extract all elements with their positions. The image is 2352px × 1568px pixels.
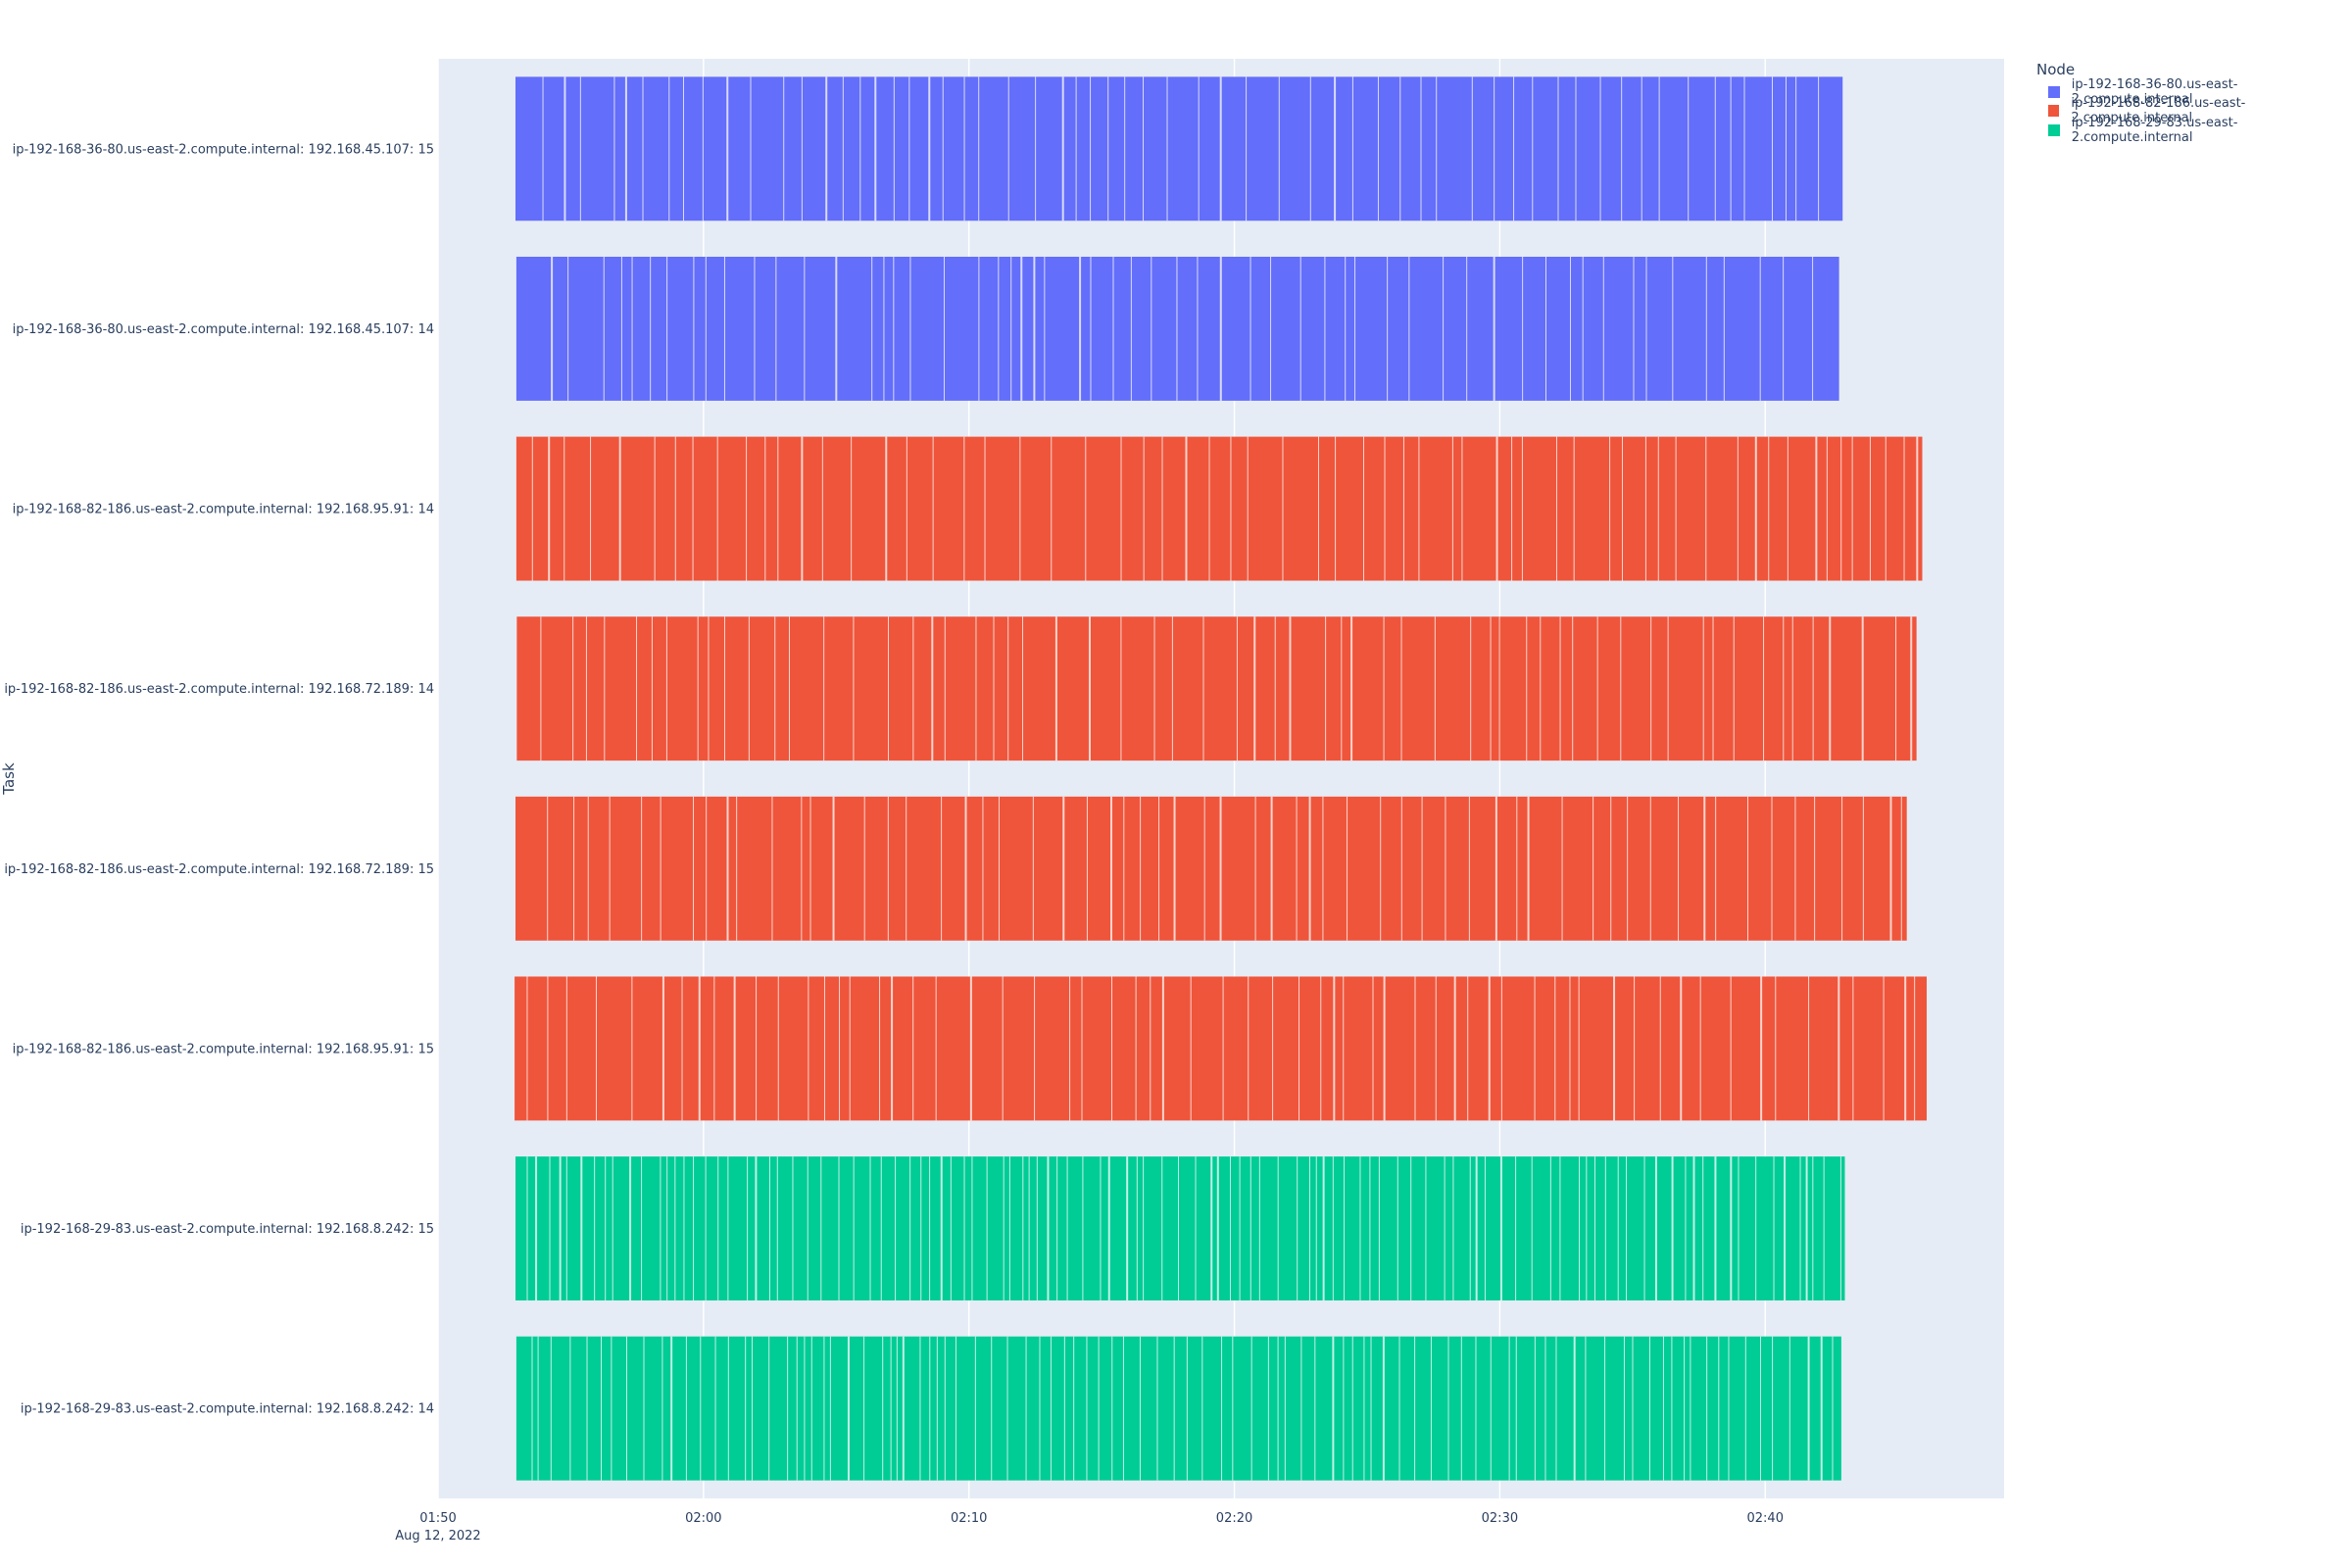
legend: Node ip-192-168-36-80.us-east-2.compute.… [2036,61,2352,145]
x-tick-labels: 01:50 Aug 12, 2022 02:00 02:10 02:20 02:30 02:… [395,1511,1784,1544]
legend-item[interactable]: ip-192-168-36-80.us-east-2.compute.inter… [2036,77,2352,107]
legend-label: ip-192-168-82-186.us-east-2.compute.inte… [2071,96,2246,126]
task-bar-fill [515,256,1839,401]
y-tick-label: ip-192-168-36-80.us-east-2.compute.inter… [13,142,434,157]
task-bar [516,616,1917,761]
legend-swatch [2048,85,2060,98]
x-tick-label: 01:50 [419,1511,456,1526]
x-tick-date-label: Aug 12, 2022 [395,1529,480,1544]
task-bar-fill [516,616,1917,761]
legend-label: ip-192-168-29-83.us-east-2.compute.inter… [2071,115,2238,145]
task-bar [514,796,1907,941]
legend-swatch [2048,123,2060,136]
task-bar-fill [514,976,1928,1121]
legend-swatch [2048,105,2060,118]
legend-item[interactable]: ip-192-168-29-83.us-east-2.compute.inter… [2036,116,2352,145]
task-bar [515,1336,1841,1481]
task-bar-fill [514,76,1843,221]
legend-label: ip-192-168-36-80.us-east-2.compute.inter… [2071,76,2238,107]
y-tick-label: ip-192-168-82-186.us-east-2.compute.inte… [13,503,434,517]
task-bar [515,436,1923,581]
task-bars [514,76,1928,1481]
x-tick-label: 02:40 [1747,1511,1784,1526]
x-tick-label: 02:10 [951,1511,987,1526]
legend-item[interactable]: ip-192-168-82-186.us-east-2.compute.inte… [2036,96,2352,125]
task-bar-fill [514,1156,1845,1301]
y-tick-label: ip-192-168-82-186.us-east-2.compute.inte… [13,1042,434,1056]
y-axis-title: Task [0,762,18,796]
y-tick-label: ip-192-168-82-186.us-east-2.compute.inte… [4,862,434,877]
task-bar [514,976,1928,1121]
task-bar [515,256,1839,401]
task-bar-fill [515,436,1923,581]
y-tick-label: ip-192-168-29-83.us-east-2.compute.inter… [21,1402,434,1417]
task-bar-fill [515,1336,1841,1481]
y-tick-label: ip-192-168-29-83.us-east-2.compute.inter… [21,1222,434,1237]
task-bar-fill [514,796,1907,941]
task-bar [514,1156,1845,1301]
x-tick-label: 02:20 [1216,1511,1252,1526]
x-tick-label: 02:30 [1482,1511,1518,1526]
legend-title: Node [2036,61,2076,78]
y-tick-labels: ip-192-168-36-80.us-east-2.compute.inter… [4,142,434,1416]
y-tick-label: ip-192-168-82-186.us-east-2.compute.inte… [4,682,434,697]
y-tick-label: ip-192-168-36-80.us-east-2.compute.inter… [13,322,434,337]
x-tick-label: 02:00 [685,1511,721,1526]
task-bar [514,76,1843,221]
